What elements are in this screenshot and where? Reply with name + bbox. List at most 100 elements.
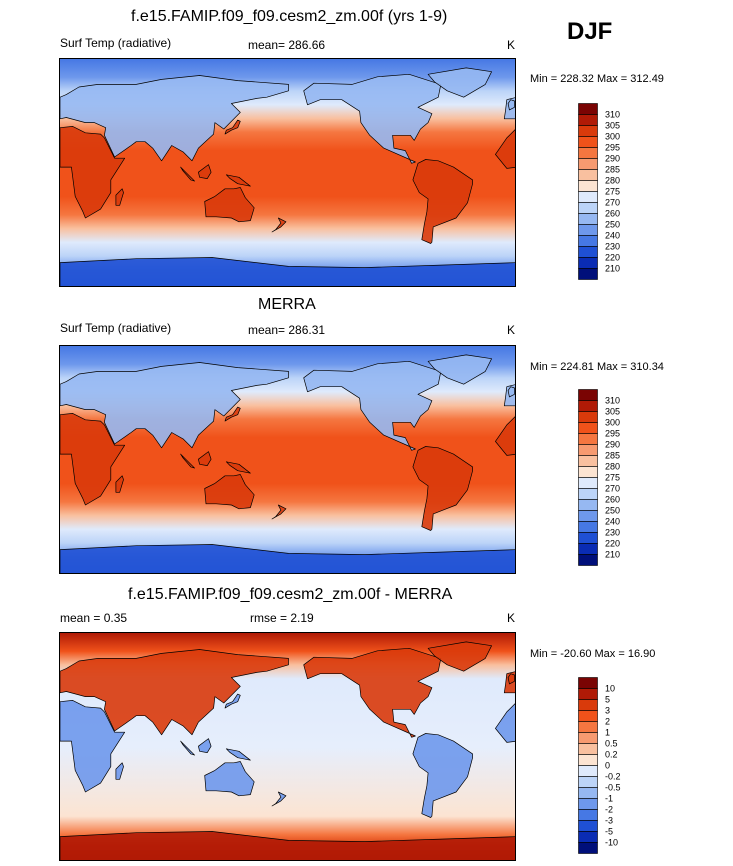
coastline-australia	[204, 761, 255, 797]
colorbar-swatch	[578, 787, 598, 799]
colorbar-swatch	[578, 732, 598, 744]
colorbar-swatch	[578, 488, 598, 500]
colorbar-tick-label: 285	[605, 165, 620, 175]
colorbar-tick-label: 290	[605, 154, 620, 164]
panel-1-units-label: K	[507, 38, 516, 52]
panel-1-mean-label: mean= 286.66	[248, 38, 326, 52]
panel-2-units-label: K	[507, 323, 516, 337]
colorbar-tick-label: 300	[605, 418, 620, 428]
colorbar-tick-label: 285	[605, 451, 620, 461]
colorbar-swatch	[578, 246, 598, 258]
coastline-new-guinea	[225, 748, 251, 761]
coastline-new-guinea	[225, 461, 251, 474]
coastline-south-america	[412, 446, 473, 531]
colorbar-swatch	[578, 754, 598, 766]
panel-1-title: f.e15.FAMIP.f09_f09.cesm2_zm.00f (yrs 1-…	[131, 8, 448, 25]
colorbar-tick-label: 275	[605, 473, 620, 483]
colorbar-swatch	[578, 411, 598, 423]
coastline-africa-west	[495, 703, 515, 743]
colorbar-tick-label: 270	[605, 198, 620, 208]
coastline-greenland	[427, 354, 492, 385]
colorbar-swatch	[578, 158, 598, 170]
colorbar-swatch	[578, 521, 598, 533]
colorbar-tick-label: 10	[605, 684, 615, 694]
coastline-africa	[60, 413, 126, 506]
colorbar-tick-label: 3	[605, 706, 610, 716]
colorbar-tick-label: -2	[605, 805, 613, 815]
coastline-north-america	[303, 73, 442, 164]
colorbar-swatch	[578, 224, 598, 236]
panel-2-title: MERRA	[258, 296, 316, 313]
colorbar-tick-label: 250	[605, 220, 620, 230]
coastline-borneo	[198, 451, 212, 466]
colorbar-swatch	[578, 103, 598, 115]
colorbar-tick-label: 310	[605, 396, 620, 406]
colorbar-swatch	[578, 400, 598, 412]
colorbar-tick-label: 260	[605, 495, 620, 505]
colorbar-tick-label: 0.2	[605, 750, 618, 760]
colorbar-tick-label: 300	[605, 132, 620, 142]
colorbar-tick-label: 0.5	[605, 739, 618, 749]
colorbar-swatch	[578, 433, 598, 445]
colorbar-swatch	[578, 721, 598, 733]
coastline-madagascar	[115, 762, 124, 780]
colorbar-tick-label: 210	[605, 264, 620, 274]
colorbar-swatch	[578, 213, 598, 225]
colorbar-tick-label: 295	[605, 143, 620, 153]
colorbar-tick-label: -3	[605, 816, 613, 826]
coastline-sumatra	[180, 453, 195, 469]
colorbar-tick-label: -1	[605, 794, 613, 804]
coastline-sumatra	[180, 740, 195, 756]
panel-3-title: f.e15.FAMIP.f09_f09.cesm2_zm.00f - MERRA	[128, 586, 453, 603]
coastline-eurasia	[60, 362, 289, 449]
panel-2-colorbar: 310 305 300 295 290 285 280 275 270 260 250 240 230 2…	[578, 389, 638, 569]
panel-1-variable-label: Surf Temp (radiative)	[60, 36, 172, 50]
colorbar-tick-label: -10	[605, 838, 618, 848]
colorbar-swatch	[578, 125, 598, 137]
coastline-eurasia	[60, 649, 289, 736]
colorbar-tick-label: 270	[605, 484, 620, 494]
colorbar-tick-label: 260	[605, 209, 620, 219]
colorbar-tick-label: 250	[605, 506, 620, 516]
colorbar-tick-label: 305	[605, 407, 620, 417]
colorbar-swatch	[578, 136, 598, 148]
colorbar-tick-label: 5	[605, 695, 610, 705]
colorbar-tick-label: 295	[605, 429, 620, 439]
panel-2-minmax-label: Min = 224.81 Max = 310.34	[530, 361, 664, 373]
colorbar-swatch	[578, 147, 598, 159]
colorbar-swatch	[578, 710, 598, 722]
panel-2-variable-label: Surf Temp (radiative)	[60, 321, 172, 335]
colorbar-swatch	[578, 554, 598, 566]
coastline-new-zealand	[271, 217, 287, 233]
coastline-australia	[204, 187, 255, 223]
coastline-madagascar	[115, 188, 124, 206]
colorbar-swatch	[578, 191, 598, 203]
coastline-antarctica	[60, 544, 515, 573]
colorbar-swatch	[578, 842, 598, 854]
colorbar-tick-label: 240	[605, 231, 620, 241]
panel-1-minmax-label: Min = 228.32 Max = 312.49	[530, 73, 664, 85]
colorbar-swatch	[578, 235, 598, 247]
coastline-greenland	[427, 67, 492, 98]
colorbar-swatch	[578, 688, 598, 700]
colorbar-swatch	[578, 510, 598, 522]
colorbar-tick-label: 230	[605, 528, 620, 538]
coastline-antarctica	[60, 257, 515, 286]
colorbar-swatch	[578, 677, 598, 689]
colorbar-swatch	[578, 798, 598, 810]
coastline-japan	[224, 693, 241, 709]
colorbar-swatch	[578, 169, 598, 181]
panel-2-mean-label: mean= 286.31	[248, 323, 326, 337]
panel-3-rmse-label: rmse = 2.19	[250, 611, 314, 625]
colorbar-tick-label: 240	[605, 517, 620, 527]
coastline-north-america	[303, 360, 442, 451]
colorbar-swatch	[578, 776, 598, 788]
colorbar-tick-label: 280	[605, 176, 620, 186]
colorbar-tick-label: 310	[605, 110, 620, 120]
panel-3-minmax-label: Min = -20.60 Max = 16.90	[530, 648, 656, 660]
panel-2-map	[59, 345, 516, 574]
colorbar-swatch	[578, 699, 598, 711]
season-label: DJF	[567, 18, 613, 45]
coastline-new-zealand	[271, 791, 287, 807]
panel-3-map	[59, 632, 516, 861]
